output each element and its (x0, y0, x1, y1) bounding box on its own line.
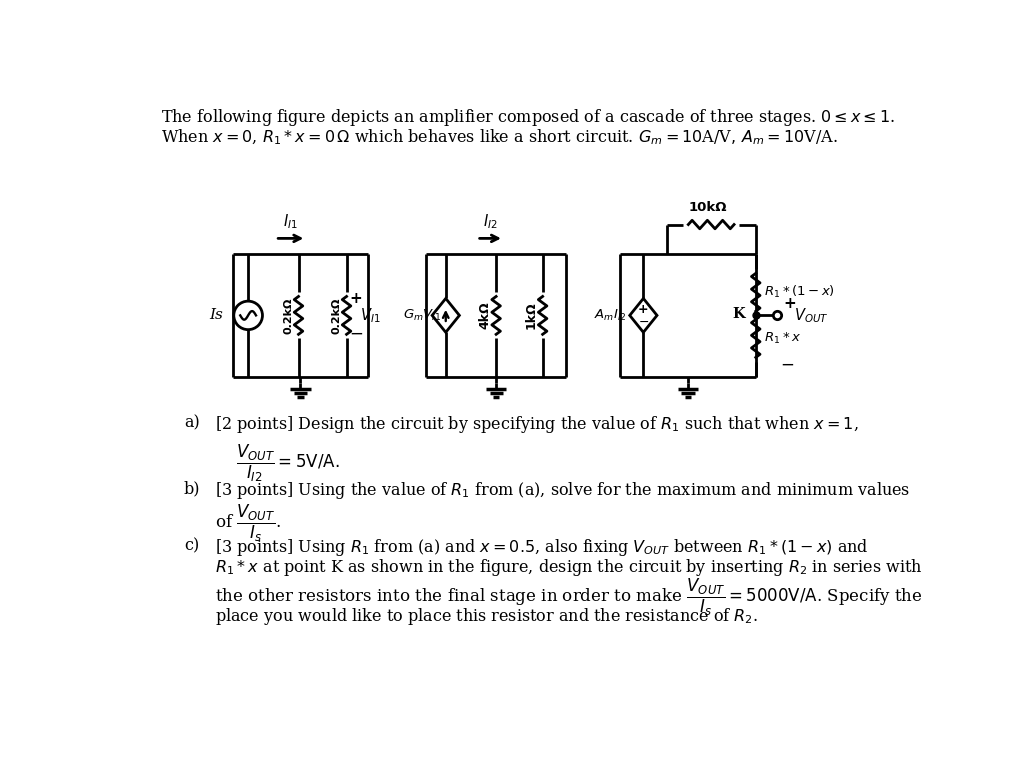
Text: 10kΩ: 10kΩ (688, 201, 727, 214)
Text: $\dfrac{V_{OUT}}{I_{I2}} = 5\mathrm{V/A}.$: $\dfrac{V_{OUT}}{I_{I2}} = 5\mathrm{V/A}… (237, 442, 340, 484)
Text: $A_m I_{I2}$: $A_m I_{I2}$ (594, 308, 627, 323)
Text: 0.2kΩ: 0.2kΩ (332, 298, 342, 333)
Text: [3 points] Using the value of $R_1$ from (a), solve for the maximum and minimum : [3 points] Using the value of $R_1$ from… (215, 480, 910, 501)
Text: [3 points] Using $R_1$ from (a) and $x = 0.5$, also fixing $V_{OUT}$ between $R_: [3 points] Using $R_1$ from (a) and $x =… (215, 537, 868, 558)
Text: $R_1*x$: $R_1*x$ (764, 331, 801, 346)
Text: place you would like to place this resistor and the resistance of $R_2$.: place you would like to place this resis… (215, 607, 758, 628)
Text: +: + (349, 291, 362, 306)
Text: of $\dfrac{V_{OUT}}{I_s}$.: of $\dfrac{V_{OUT}}{I_s}$. (215, 502, 281, 543)
Text: +: + (638, 303, 648, 316)
Text: [2 points] Design the circuit by specifying the value of $R_1$ such that when $x: [2 points] Design the circuit by specify… (215, 414, 858, 435)
Text: $G_m V_{I1}$: $G_m V_{I1}$ (403, 308, 442, 323)
Text: $R_1 * x$ at point K as shown in the figure, design the circuit by inserting $R_: $R_1 * x$ at point K as shown in the fig… (215, 557, 923, 578)
Text: $I_{I2}$: $I_{I2}$ (483, 212, 498, 231)
Text: $R_1*(1-x)$: $R_1*(1-x)$ (764, 285, 835, 301)
Text: K: K (732, 307, 744, 321)
Text: The following figure depicts an amplifier composed of a cascade of three stages.: The following figure depicts an amplifie… (161, 107, 895, 129)
Text: b): b) (183, 480, 201, 497)
Text: 0.2kΩ: 0.2kΩ (284, 298, 294, 333)
Text: 4kΩ: 4kΩ (478, 301, 492, 330)
Text: the other resistors into the final stage in order to make $\dfrac{V_{OUT}}{I_s} : the other resistors into the final stage… (215, 577, 923, 619)
Text: Is: Is (210, 308, 223, 323)
Text: +: + (783, 296, 797, 310)
Text: $I_{I1}$: $I_{I1}$ (284, 212, 298, 231)
Text: $-$: $-$ (349, 323, 362, 342)
Text: $-$: $-$ (779, 354, 794, 372)
Text: $V_{I1}$: $V_{I1}$ (360, 306, 381, 325)
Text: a): a) (183, 414, 200, 431)
Text: When $x = 0$, $R_1 * x = 0\,\Omega$ which behaves like a short circuit. $G_m = 1: When $x = 0$, $R_1 * x = 0\,\Omega$ whic… (161, 128, 838, 147)
Text: $V_{OUT}$: $V_{OUT}$ (795, 306, 829, 325)
Text: c): c) (183, 537, 199, 554)
Text: $-$: $-$ (638, 315, 649, 328)
Text: 1kΩ: 1kΩ (524, 301, 538, 330)
